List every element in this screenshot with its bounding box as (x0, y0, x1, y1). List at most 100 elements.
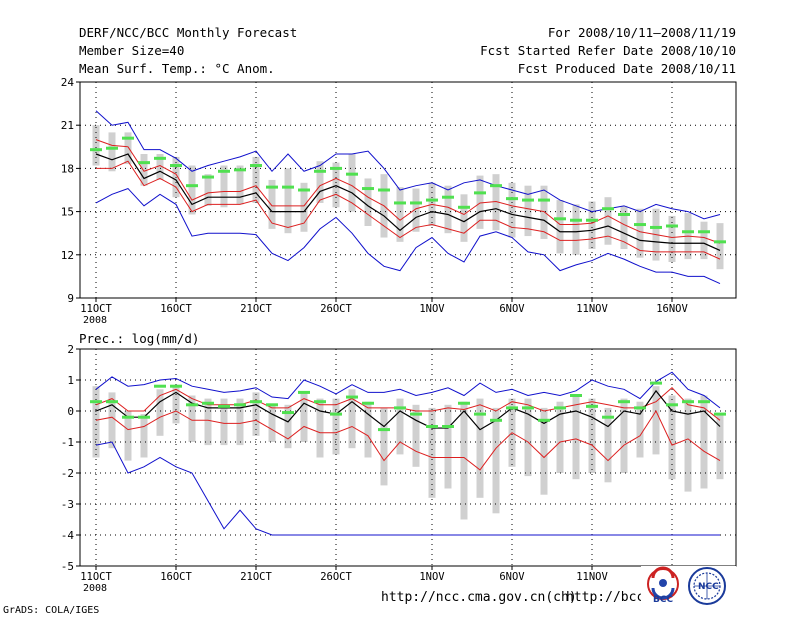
spread-box (604, 197, 612, 245)
median-mark (682, 230, 694, 234)
median-mark (234, 403, 246, 407)
spread-box (588, 201, 596, 250)
median-mark (362, 401, 374, 405)
spread-box (124, 132, 132, 165)
spread-box (92, 125, 100, 166)
y-tick-label: 9 (67, 292, 74, 305)
x-tick-label: 11OCT (80, 303, 112, 315)
median-mark (314, 169, 326, 173)
spread-box (268, 404, 276, 442)
spread-box (444, 185, 452, 234)
spread-box (364, 178, 372, 226)
series-line-min (95, 187, 721, 285)
median-mark (394, 201, 406, 205)
median-mark (282, 411, 294, 415)
x-tick-label: 16OCT (160, 571, 192, 583)
spread-box (620, 205, 628, 250)
ncc-url[interactable]: http://ncc.cma.gov.cn(ch) (381, 590, 577, 605)
spread-box (364, 401, 372, 458)
spread-box (268, 179, 276, 229)
spread-box (652, 386, 660, 455)
spread-box (444, 404, 452, 489)
median-mark (234, 168, 246, 172)
spread-box (700, 395, 708, 489)
median-mark (154, 156, 166, 160)
spread-box (316, 398, 324, 458)
median-mark (202, 175, 214, 179)
spread-box (716, 223, 724, 270)
spread-box (396, 187, 404, 242)
median-mark (410, 201, 422, 205)
median-mark (586, 218, 598, 222)
spread-box (540, 185, 548, 239)
x-tick-label: 26OCT (320, 303, 352, 315)
y-tick-label: 21 (61, 119, 74, 132)
x-tick-label: 1NOV (419, 303, 445, 315)
median-mark (154, 384, 166, 388)
y-tick-label: 1 (67, 374, 74, 387)
median-mark (570, 218, 582, 222)
median-mark (698, 230, 710, 234)
spread-box (108, 132, 116, 172)
plot-frame (79, 81, 737, 299)
median-mark (170, 164, 182, 168)
series-line-lower (96, 160, 721, 260)
spread-box (556, 401, 564, 473)
median-mark (298, 188, 310, 192)
forecast-started-date: Fcst Started Refer Date 2008/10/10 (480, 43, 736, 58)
spread-box (92, 386, 100, 458)
x-tick-label: 1NOV (419, 571, 445, 583)
spread-box (140, 154, 148, 186)
median-mark (106, 400, 118, 404)
median-mark (330, 412, 342, 416)
median-mark (442, 195, 454, 199)
spread-box (492, 407, 500, 514)
median-mark (378, 428, 390, 432)
spread-box (668, 215, 676, 262)
spread-box (220, 398, 228, 446)
spread-box (348, 154, 356, 212)
spread-box (284, 404, 292, 449)
spread-box (108, 392, 116, 449)
spread-box (540, 407, 548, 495)
median-mark (138, 415, 150, 419)
median-mark (490, 418, 502, 422)
median-mark (586, 404, 598, 408)
logo-area: BCC NCC (641, 566, 736, 612)
spread-box (332, 398, 340, 455)
x-tick-label: 11NOV (576, 303, 608, 315)
median-mark (714, 240, 726, 244)
y-tick-label: 2 (67, 343, 74, 356)
x-tick-label: 11OCT (80, 571, 112, 583)
spread-box (428, 407, 436, 498)
median-mark (666, 224, 678, 228)
bcc-logo-icon (647, 566, 726, 605)
median-mark (426, 425, 438, 428)
chart-title: DERF/NCC/BCC Monthly Forecast (79, 25, 298, 40)
median-mark (426, 198, 438, 202)
median-mark (666, 403, 678, 407)
median-mark (170, 384, 182, 388)
median-mark (266, 403, 278, 407)
median-mark (602, 415, 614, 419)
spread-box (636, 208, 644, 258)
spread-box (188, 165, 196, 215)
median-mark (394, 406, 406, 410)
series-line-lower (95, 409, 721, 471)
median-mark (650, 225, 662, 229)
spread-box (476, 398, 484, 498)
median-mark (90, 400, 102, 404)
median-mark (602, 207, 614, 211)
spread-box (284, 168, 292, 234)
x-tick-label: 21OCT (240, 571, 272, 583)
spread-box (156, 389, 164, 436)
x-tick-sublabel: 2008 (83, 583, 107, 594)
y-tick-label: 12 (61, 249, 74, 262)
spread-box (588, 398, 596, 473)
x-tick-sublabel: 2008 (83, 315, 107, 326)
spread-box (332, 162, 340, 208)
median-mark (634, 223, 646, 227)
y-tick-label: 24 (61, 76, 75, 89)
